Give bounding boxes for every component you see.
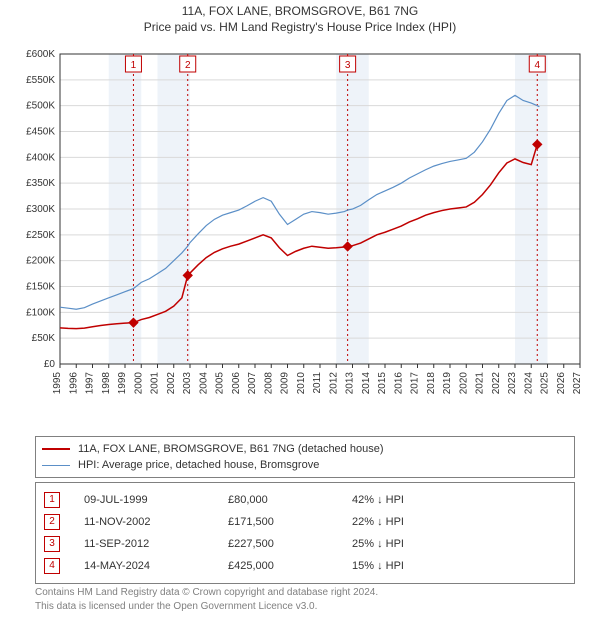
svg-text:2011: 2011 [312,372,323,394]
svg-text:2005: 2005 [215,372,226,395]
sale-badge: 1 [44,492,60,508]
svg-text:1996: 1996 [68,372,79,395]
svg-text:2021: 2021 [475,372,486,395]
svg-text:2008: 2008 [263,372,274,395]
svg-text:2019: 2019 [442,372,453,395]
sale-row: 2 11-NOV-2002 £171,500 22% ↓ HPI [44,511,566,533]
svg-text:2004: 2004 [198,372,209,395]
svg-text:1997: 1997 [85,372,96,395]
legend-label: 11A, FOX LANE, BROMSGROVE, B61 7NG (deta… [78,443,383,455]
svg-text:£500K: £500K [26,101,55,112]
svg-text:2007: 2007 [247,372,258,395]
svg-text:2000: 2000 [133,372,144,395]
svg-text:2010: 2010 [296,372,307,395]
sale-delta: 22% ↓ HPI [352,516,462,528]
price-chart: £0 £50K £100K £150K £200K £250K £300K £350K £400… [10,44,590,424]
svg-text:£350K: £350K [26,178,55,189]
svg-text:2025: 2025 [540,372,551,395]
footer-line1: Contains HM Land Registry data © Crown c… [35,586,378,600]
svg-text:2013: 2013 [345,372,356,395]
sale-price: £227,500 [228,538,328,550]
svg-text:2023: 2023 [507,372,518,395]
svg-text:2027: 2027 [572,372,583,395]
sale-date: 11-SEP-2012 [84,538,204,550]
sale-date: 14-MAY-2024 [84,560,204,572]
sales-table: 1 09-JUL-1999 £80,000 42% ↓ HPI 2 11-NOV-2002… [35,482,575,584]
svg-text:1999: 1999 [117,372,128,395]
sale-delta: 15% ↓ HPI [352,560,462,572]
sale-price: £80,000 [228,494,328,506]
svg-text:£600K: £600K [26,49,55,60]
svg-text:2009: 2009 [280,372,291,395]
svg-text:£50K: £50K [32,333,56,344]
svg-text:1995: 1995 [52,372,63,395]
title-sub: Price paid vs. HM Land Registry's House … [0,20,600,34]
sale-price: £171,500 [228,516,328,528]
sale-badge: 2 [44,514,60,530]
legend-item: 11A, FOX LANE, BROMSGROVE, B61 7NG (deta… [42,441,568,457]
sale-badge: 4 [44,558,60,574]
svg-text:2012: 2012 [328,372,339,395]
svg-text:2001: 2001 [150,372,161,395]
svg-text:2: 2 [185,60,191,71]
svg-text:2016: 2016 [393,372,404,395]
svg-text:£0: £0 [44,359,56,370]
sale-date: 09-JUL-1999 [84,494,204,506]
sale-row: 3 11-SEP-2012 £227,500 25% ↓ HPI [44,533,566,555]
svg-text:2003: 2003 [182,372,193,395]
svg-text:£250K: £250K [26,230,55,241]
title-main: 11A, FOX LANE, BROMSGROVE, B61 7NG [0,4,600,18]
legend: 11A, FOX LANE, BROMSGROVE, B61 7NG (deta… [35,436,575,478]
chart-titles: 11A, FOX LANE, BROMSGROVE, B61 7NG Price… [0,0,600,34]
sale-delta: 25% ↓ HPI [352,538,462,550]
sale-row: 1 09-JUL-1999 £80,000 42% ↓ HPI [44,489,566,511]
svg-text:2024: 2024 [523,372,534,395]
svg-text:£300K: £300K [26,204,55,215]
svg-text:2014: 2014 [361,372,372,395]
svg-text:£200K: £200K [26,256,55,267]
sale-delta: 42% ↓ HPI [352,494,462,506]
legend-swatch [42,465,70,466]
svg-text:1998: 1998 [101,372,112,395]
sale-badge: 3 [44,536,60,552]
svg-text:£150K: £150K [26,282,55,293]
svg-text:£100K: £100K [26,307,55,318]
svg-text:£450K: £450K [26,127,55,138]
svg-text:4: 4 [534,60,540,71]
svg-text:2018: 2018 [426,372,437,395]
svg-text:2017: 2017 [410,372,421,395]
sale-price: £425,000 [228,560,328,572]
svg-text:2026: 2026 [556,372,567,395]
svg-text:3: 3 [345,60,351,71]
svg-text:£550K: £550K [26,75,55,86]
sale-date: 11-NOV-2002 [84,516,204,528]
footer-attribution: Contains HM Land Registry data © Crown c… [35,586,378,613]
svg-text:2022: 2022 [491,372,502,395]
legend-swatch [42,448,70,450]
svg-text:2020: 2020 [458,372,469,395]
svg-text:£400K: £400K [26,152,55,163]
sale-row: 4 14-MAY-2024 £425,000 15% ↓ HPI [44,555,566,577]
svg-text:2002: 2002 [166,372,177,395]
svg-text:2015: 2015 [377,372,388,395]
legend-item: HPI: Average price, detached house, Brom… [42,457,568,473]
svg-text:1: 1 [131,60,137,71]
legend-label: HPI: Average price, detached house, Brom… [78,459,319,471]
footer-line2: This data is licensed under the Open Gov… [35,600,378,614]
svg-text:2006: 2006 [231,372,242,395]
